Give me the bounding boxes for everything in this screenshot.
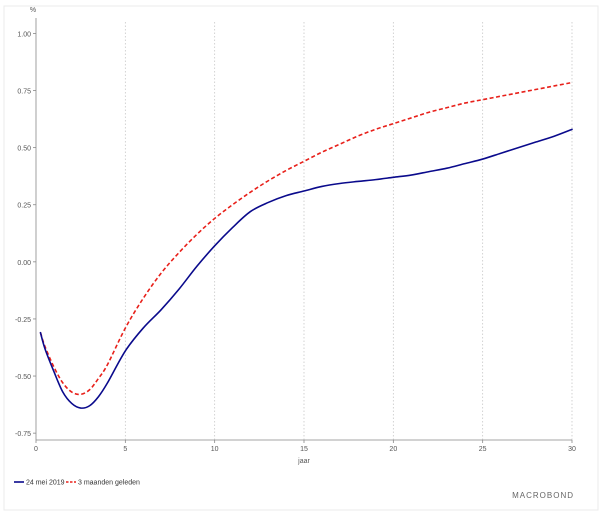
y-tick-label: 0.25 (17, 203, 31, 210)
x-tick-label: 5 (123, 446, 127, 453)
y-tick-label: -0.75 (15, 431, 31, 438)
x-tick-label: 10 (211, 446, 219, 453)
x-tick-label: 20 (389, 446, 397, 453)
y-tick-label: 0.75 (17, 89, 31, 96)
x-tick-label: 25 (479, 446, 487, 453)
axes: 1.00 0.75 0.50 0.25 0.00 -0.25 -0.50 -0.75% 0 5 10… (15, 7, 576, 465)
chart-border (3, 5, 599, 511)
branding: MACROBOND (512, 491, 574, 500)
x-tick-label: 30 (568, 446, 576, 453)
legend-label: 24 mei 2019 (26, 480, 65, 487)
grid-lines (124, 22, 573, 440)
x-axis-label: jaar (297, 458, 310, 465)
y-tick-label: 0.50 (17, 146, 31, 153)
series-line-24-mei-2019 (39, 128, 573, 409)
x-tick-label: 15 (300, 446, 308, 453)
legend: 24 mei 2019 3 maanden geleden (14, 480, 140, 487)
series-lines (39, 81, 573, 409)
macrobond-logo: MACROBOND (512, 491, 574, 500)
legend-label: 3 maanden geleden (78, 480, 140, 487)
series-line-3-maanden-geleden (39, 81, 573, 396)
x-tick-label: 0 (34, 446, 38, 453)
y-axis-unit-label: % (30, 7, 36, 14)
y-tick-label: -0.25 (15, 317, 31, 324)
y-tick-label: -0.50 (15, 374, 31, 381)
y-tick-label: 0.00 (17, 260, 31, 267)
y-tick-label: 1.00 (17, 31, 31, 38)
